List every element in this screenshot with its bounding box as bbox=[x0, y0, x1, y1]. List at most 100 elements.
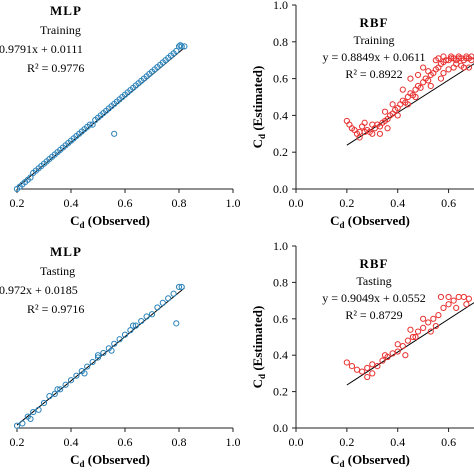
data-point bbox=[412, 86, 419, 93]
data-point bbox=[412, 333, 419, 341]
x-tick-label: 0.2 bbox=[339, 435, 354, 449]
y-tick-label: 0.4 bbox=[273, 108, 288, 122]
data-point bbox=[468, 53, 474, 60]
data-point bbox=[399, 86, 406, 93]
data-point bbox=[364, 364, 371, 372]
regression-equation: 0.972x + 0.0185 bbox=[0, 283, 78, 297]
data-point bbox=[178, 43, 185, 50]
data-point bbox=[121, 331, 129, 338]
data-point bbox=[465, 295, 473, 302]
x-axis-label: Cd (Observed) bbox=[70, 213, 150, 230]
data-point bbox=[404, 101, 411, 108]
data-point bbox=[51, 390, 58, 397]
data-point bbox=[173, 47, 180, 55]
panel-subtitle: Tasting bbox=[40, 264, 75, 278]
y-axis-label: Cd (Estimated) bbox=[250, 66, 267, 149]
data-point bbox=[440, 304, 447, 311]
x-tick-label: 0.8 bbox=[172, 196, 187, 210]
data-point bbox=[81, 370, 88, 377]
data-point bbox=[437, 293, 445, 301]
data-point bbox=[54, 386, 61, 393]
chart-panel-1: 0.2 0.4 0.6 0.8 1.0 Cd (Observed) MLP Training 0… bbox=[0, 3, 241, 230]
data-point bbox=[381, 352, 389, 359]
data-point bbox=[343, 359, 350, 366]
data-point bbox=[437, 75, 445, 82]
data-point bbox=[127, 327, 134, 334]
x-tick-label: 0.0 bbox=[289, 196, 304, 210]
panel-title: MLP bbox=[50, 3, 82, 18]
data-point bbox=[458, 62, 465, 69]
data-point bbox=[450, 297, 457, 304]
r-squared: R² = 0.9776 bbox=[27, 61, 84, 75]
data-point bbox=[394, 348, 401, 355]
data-point bbox=[27, 415, 34, 422]
data-point bbox=[19, 420, 26, 427]
y-tick-label: 0.8 bbox=[273, 35, 288, 49]
data-point bbox=[394, 112, 401, 119]
data-point bbox=[346, 121, 353, 128]
data-point bbox=[35, 406, 42, 413]
data-point bbox=[369, 130, 376, 137]
data-point bbox=[381, 108, 389, 115]
data-point bbox=[445, 293, 452, 301]
x-tick-label: 0.6 bbox=[118, 196, 133, 210]
data-point bbox=[374, 363, 381, 370]
data-point bbox=[57, 386, 64, 393]
data-point bbox=[84, 363, 91, 370]
regression-equation: y = 0.8849x + 0.0611 bbox=[322, 50, 425, 64]
panel-subtitle: Training bbox=[40, 23, 81, 37]
data-point bbox=[384, 125, 391, 132]
r-squared: R² = 0.9716 bbox=[27, 302, 84, 316]
data-point bbox=[402, 352, 409, 359]
panel-title: RBF bbox=[360, 15, 389, 30]
data-point bbox=[369, 121, 376, 128]
data-point bbox=[448, 53, 455, 60]
data-point bbox=[445, 66, 452, 73]
data-point bbox=[154, 304, 161, 311]
data-point bbox=[159, 299, 166, 306]
data-point bbox=[165, 295, 172, 302]
y-axis-label: Cd (Estimated) bbox=[250, 306, 267, 389]
data-point bbox=[170, 290, 177, 297]
data-point bbox=[465, 64, 473, 71]
data-point bbox=[343, 117, 350, 125]
data-point bbox=[463, 301, 470, 308]
r-squared: R² = 0.8729 bbox=[345, 308, 402, 322]
data-point bbox=[420, 64, 427, 71]
x-axis-label: Cd (Observed) bbox=[70, 452, 150, 469]
data-point bbox=[412, 93, 419, 101]
data-point bbox=[397, 101, 404, 108]
data-point bbox=[432, 322, 439, 330]
data-point bbox=[420, 324, 427, 331]
data-point bbox=[73, 372, 80, 379]
regression-equation: y = 0.9049x + 0.0552 bbox=[322, 291, 426, 305]
y-tick-label: 0.0 bbox=[273, 421, 288, 435]
panel-title: MLP bbox=[50, 244, 82, 259]
data-point bbox=[453, 60, 460, 67]
y-tick-label: 0.8 bbox=[273, 275, 288, 289]
data-point bbox=[108, 347, 115, 354]
data-point bbox=[407, 326, 414, 333]
data-point bbox=[420, 315, 427, 322]
data-point bbox=[440, 53, 447, 60]
data-point bbox=[414, 328, 422, 335]
panel-title: RBF bbox=[360, 256, 389, 271]
x-tick-label: 1.0 bbox=[226, 196, 241, 210]
data-point bbox=[369, 370, 376, 377]
data-point bbox=[13, 422, 21, 429]
x-tick-label: 0.2 bbox=[339, 196, 354, 210]
panel-subtitle: Tasting bbox=[356, 274, 391, 288]
data-point bbox=[453, 304, 460, 311]
data-point bbox=[62, 381, 69, 388]
y-tick-label: 0.2 bbox=[273, 385, 288, 399]
data-point bbox=[86, 121, 94, 128]
data-point bbox=[460, 293, 467, 301]
data-point bbox=[455, 293, 462, 301]
data-point bbox=[143, 313, 150, 320]
data-point bbox=[389, 101, 396, 108]
data-point bbox=[379, 357, 386, 364]
data-point bbox=[427, 82, 434, 90]
x-tick-label: 1.0 bbox=[226, 435, 241, 449]
data-point bbox=[468, 57, 474, 64]
